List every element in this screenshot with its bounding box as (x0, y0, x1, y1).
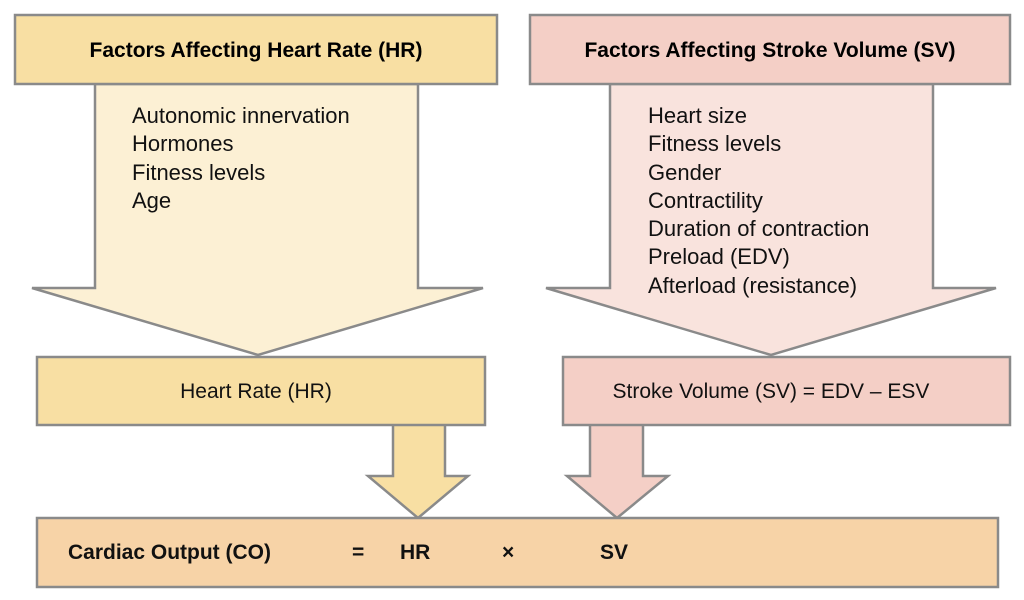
hr-factors-arrow (31, 82, 484, 357)
cardiac-output-label: Cardiac Output (CO) (68, 541, 271, 564)
cardiac-output-box (35, 516, 1000, 589)
heart-rate-box (35, 355, 487, 427)
equals-sign: = (352, 541, 364, 564)
hr-to-co-arrow (364, 422, 472, 520)
sv-factor: Afterload (resistance) (648, 273, 857, 298)
hr-header-text: Factors Affecting Heart Rate (HR) (90, 39, 423, 62)
hr-factor: Hormones (132, 131, 233, 156)
times-sign: × (502, 541, 514, 564)
sv-factor: Heart size (648, 103, 747, 128)
stroke-volume-label: Stroke Volume (SV) = EDV – ESV (613, 380, 930, 403)
hr-factors-header-box (13, 13, 499, 86)
hr-factor: Fitness levels (132, 160, 265, 185)
co-hr: HR (400, 541, 430, 564)
heart-rate-label: Heart Rate (HR) (180, 380, 332, 403)
sv-factor: Gender (648, 160, 721, 185)
sv-factors-header-box (528, 13, 1012, 86)
co-sv: SV (600, 541, 628, 564)
stroke-volume-box (561, 355, 1012, 427)
sv-to-co-arrow (563, 422, 672, 520)
sv-factor: Preload (EDV) (648, 244, 790, 269)
sv-factors-arrow (545, 82, 997, 357)
sv-header-text: Factors Affecting Stroke Volume (SV) (584, 39, 955, 62)
sv-factor: Fitness levels (648, 131, 781, 156)
sv-factor: Contractility (648, 188, 763, 213)
hr-factor: Autonomic innervation (132, 103, 350, 128)
hr-factor: Age (132, 188, 171, 213)
sv-factor: Duration of contraction (648, 216, 869, 241)
